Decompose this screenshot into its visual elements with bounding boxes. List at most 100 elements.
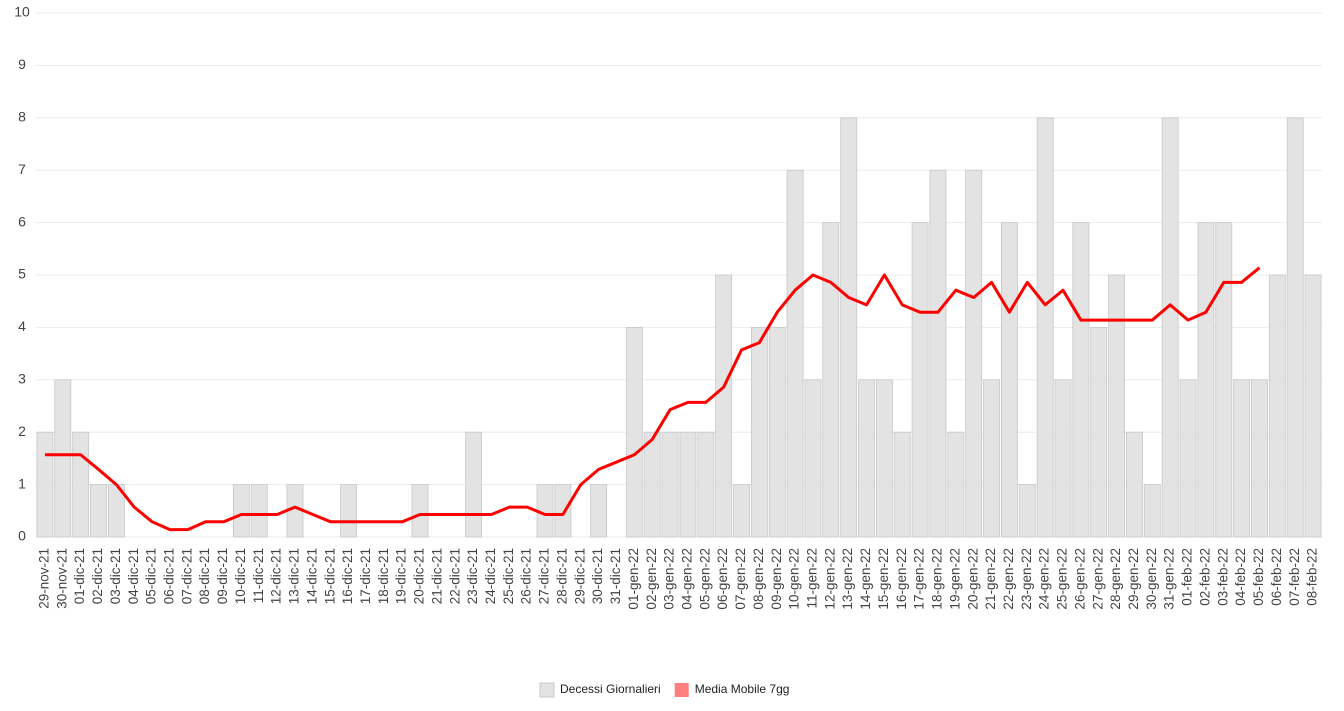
y-tick-label: 6 bbox=[18, 213, 26, 229]
x-tick-label: 03-feb-22 bbox=[1215, 548, 1230, 606]
x-tick-label: 10-gen-22 bbox=[787, 548, 802, 610]
bar bbox=[893, 431, 911, 538]
bar bbox=[715, 274, 733, 538]
bar bbox=[697, 431, 715, 538]
x-tick-label: 28-gen-22 bbox=[1108, 548, 1123, 610]
y-tick-label: 0 bbox=[18, 528, 26, 544]
bar bbox=[1233, 379, 1251, 538]
bar bbox=[232, 484, 250, 538]
x-tick-label: 09-gen-22 bbox=[769, 548, 784, 610]
bar bbox=[643, 431, 661, 538]
x-tick-label: 08-gen-22 bbox=[751, 548, 766, 610]
x-tick-label: 23-gen-22 bbox=[1019, 548, 1034, 610]
bar bbox=[1304, 274, 1322, 538]
x-tick-label: 08-feb-22 bbox=[1305, 548, 1320, 606]
y-tick-label: 5 bbox=[18, 266, 26, 282]
bar bbox=[911, 222, 929, 538]
x-tick-label: 18-gen-22 bbox=[930, 548, 945, 610]
x-tick-label: 14-gen-22 bbox=[858, 548, 873, 610]
x-tick-label: 22-dic-21 bbox=[447, 548, 462, 604]
bar bbox=[72, 431, 90, 538]
y-tick-label: 2 bbox=[18, 423, 26, 439]
y-tick-label: 4 bbox=[18, 318, 26, 334]
bar bbox=[822, 222, 840, 538]
x-tick-label: 24-gen-22 bbox=[1037, 548, 1052, 610]
bar bbox=[1072, 222, 1090, 538]
bar bbox=[786, 169, 804, 538]
bar bbox=[1000, 222, 1018, 538]
x-tick-label: 31-dic-21 bbox=[608, 548, 623, 604]
x-tick-label: 02-gen-22 bbox=[644, 548, 659, 610]
x-tick-label: 06-dic-21 bbox=[162, 548, 177, 604]
y-tick-label: 3 bbox=[18, 371, 26, 387]
legend-swatch bbox=[674, 683, 689, 697]
x-tick-label: 11-dic-21 bbox=[251, 548, 266, 603]
x-tick-label: 07-feb-22 bbox=[1287, 548, 1302, 606]
x-tick-label: 03-gen-22 bbox=[662, 548, 677, 610]
bar bbox=[590, 484, 608, 538]
bar bbox=[1286, 117, 1304, 538]
x-tick-label: 05-gen-22 bbox=[697, 548, 712, 610]
x-tick-label: 09-dic-21 bbox=[215, 548, 230, 604]
moving-average-line bbox=[44, 266, 1261, 532]
bar bbox=[1054, 379, 1072, 538]
x-tick-label: 20-gen-22 bbox=[965, 548, 980, 610]
bar bbox=[1126, 431, 1143, 538]
x-tick-label: 17-dic-21 bbox=[358, 548, 373, 604]
x-tick-label: 13-dic-21 bbox=[287, 548, 302, 604]
bar bbox=[1197, 222, 1215, 538]
bar bbox=[36, 431, 54, 538]
x-tick-label: 24-dic-21 bbox=[483, 548, 498, 604]
x-tick-label: 30-dic-21 bbox=[590, 548, 605, 604]
x-tick-label: 14-dic-21 bbox=[304, 548, 319, 604]
x-tick-label: 02-feb-22 bbox=[1197, 548, 1212, 606]
bar bbox=[983, 379, 1001, 538]
bar bbox=[804, 379, 822, 538]
x-tick-label: 29-dic-21 bbox=[572, 548, 587, 604]
bar bbox=[733, 484, 750, 538]
x-tick-label: 27-gen-22 bbox=[1090, 548, 1105, 610]
x-tick-label: 20-dic-21 bbox=[412, 548, 427, 604]
bar bbox=[340, 484, 358, 538]
x-tick-label: 08-dic-21 bbox=[197, 548, 212, 604]
x-tick-label: 07-dic-21 bbox=[179, 548, 194, 604]
x-tick-label: 15-dic-21 bbox=[322, 548, 337, 604]
bar bbox=[1251, 379, 1268, 538]
x-tick-label: 06-feb-22 bbox=[1269, 548, 1284, 606]
x-tick-label: 02-dic-21 bbox=[90, 548, 105, 604]
bar bbox=[947, 431, 965, 538]
x-tick-label: 07-gen-22 bbox=[733, 548, 748, 610]
x-tick-label: 23-dic-21 bbox=[465, 548, 480, 604]
x-tick-label: 04-dic-21 bbox=[126, 548, 141, 604]
x-tick-label: 01-dic-21 bbox=[72, 548, 87, 604]
x-tick-label: 30-nov-21 bbox=[54, 548, 69, 609]
x-tick-label: 27-dic-21 bbox=[537, 548, 552, 604]
x-tick-label: 16-gen-22 bbox=[894, 548, 909, 610]
bar bbox=[1090, 326, 1108, 538]
x-tick-label: 05-dic-21 bbox=[144, 548, 159, 604]
x-tick-label: 06-gen-22 bbox=[715, 548, 730, 610]
legend-label: Decessi Giornalieri bbox=[560, 682, 661, 696]
x-tick-label: 29-gen-22 bbox=[1126, 548, 1141, 610]
bar bbox=[1036, 117, 1054, 538]
x-tick-label: 05-feb-22 bbox=[1251, 548, 1266, 606]
bar bbox=[465, 431, 483, 538]
x-tick-label: 21-gen-22 bbox=[983, 548, 998, 610]
x-tick-label: 29-nov-21 bbox=[36, 548, 51, 609]
x-tick-label: 19-dic-21 bbox=[394, 548, 409, 604]
x-tick-label: 16-dic-21 bbox=[340, 548, 355, 604]
bar bbox=[90, 484, 107, 538]
x-tick-label: 10-dic-21 bbox=[233, 548, 248, 604]
bar bbox=[750, 326, 768, 538]
bar bbox=[250, 484, 268, 538]
x-tick-label: 18-dic-21 bbox=[376, 548, 391, 604]
y-tick-label: 8 bbox=[18, 109, 26, 125]
x-tick-label: 04-gen-22 bbox=[679, 548, 694, 610]
x-tick-label: 26-gen-22 bbox=[1072, 548, 1087, 610]
x-tick-label: 15-gen-22 bbox=[876, 548, 891, 610]
x-tick-label: 01-feb-22 bbox=[1180, 548, 1195, 606]
legend-label: Media Mobile 7gg bbox=[695, 682, 790, 696]
x-tick-label: 11-gen-22 bbox=[805, 548, 820, 609]
bar bbox=[1161, 117, 1179, 538]
bar bbox=[965, 169, 983, 538]
